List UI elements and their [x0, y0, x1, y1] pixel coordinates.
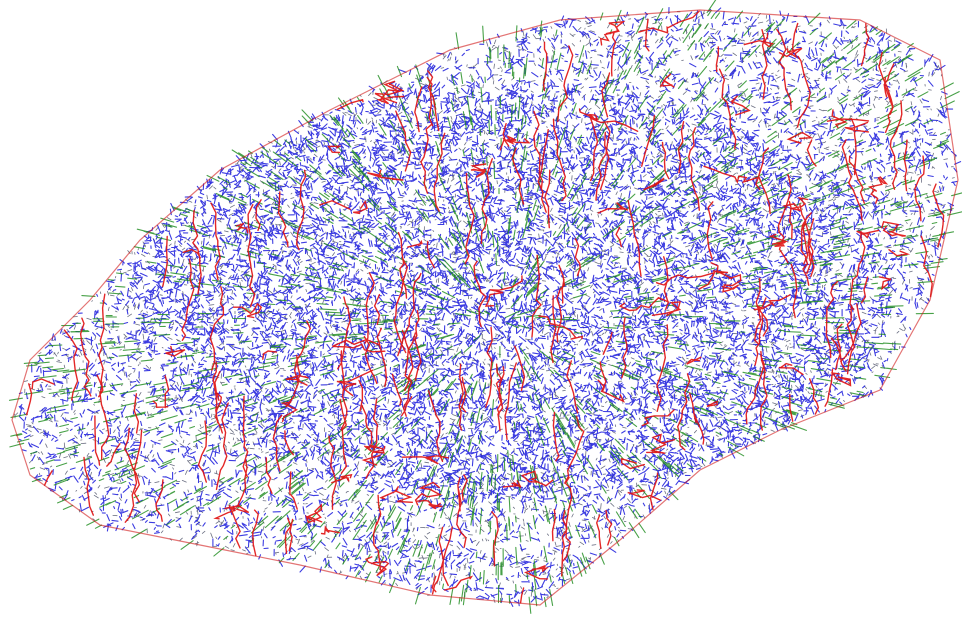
page: (() => { const data = JSON.parse(documen…	[0, 0, 962, 618]
vessel-rendering	[0, 0, 962, 618]
